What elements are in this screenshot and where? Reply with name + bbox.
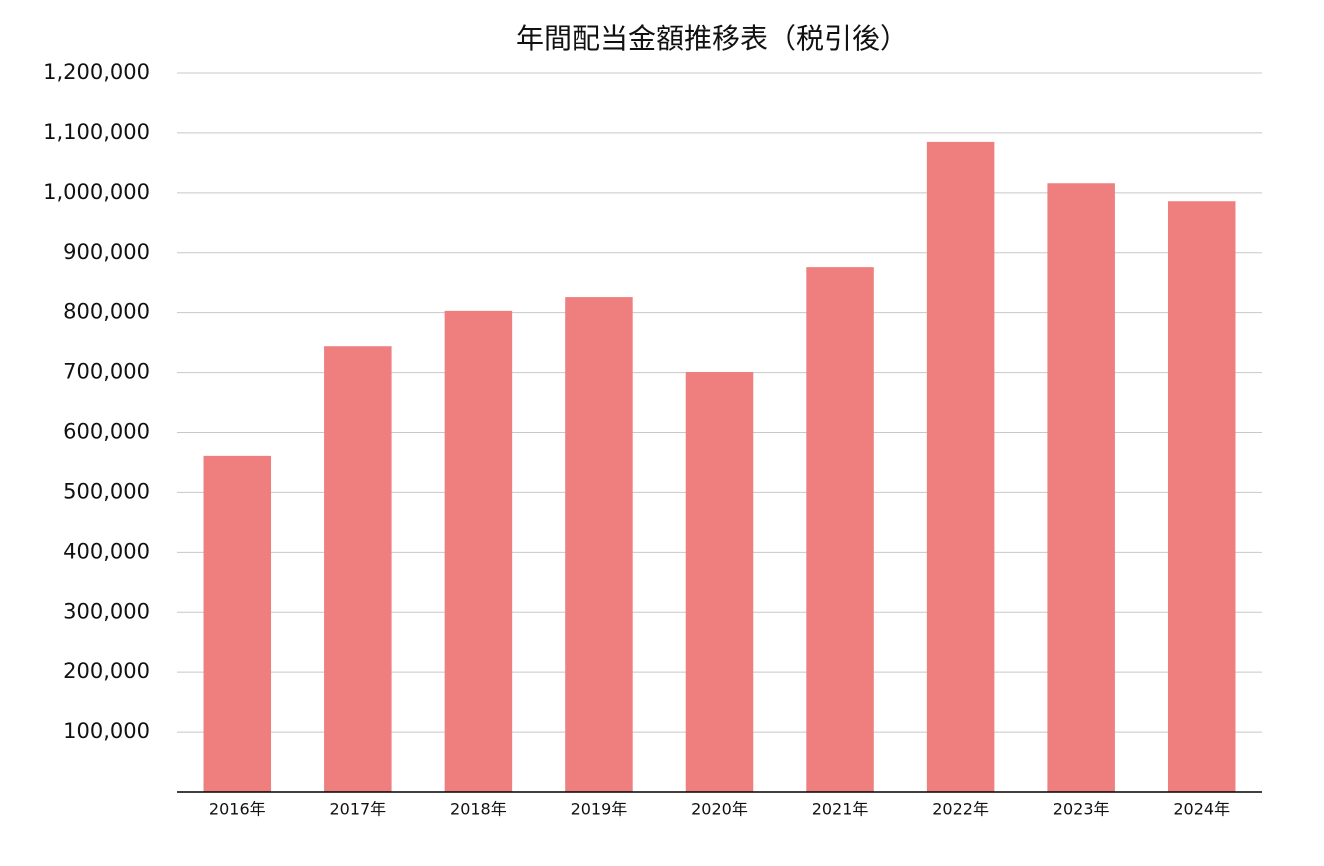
x-tick-label: 2023年 (1053, 800, 1110, 819)
x-tick-label: 2017年 (329, 800, 386, 819)
y-tick-label: 900,000 (63, 240, 150, 264)
bar (806, 267, 874, 792)
bar (324, 346, 392, 792)
bar (203, 455, 272, 792)
x-tick-label: 2020年 (691, 800, 748, 819)
y-tick-label: 500,000 (63, 479, 150, 503)
x-tick-label: 2021年 (812, 800, 869, 819)
y-tick-label: 600,000 (63, 420, 150, 444)
bar (565, 297, 633, 792)
y-tick-label: 1,200,000 (43, 60, 150, 84)
x-tick-label: 2018年 (450, 800, 507, 819)
chart-title: 年間配当金額推移表（税引後） (516, 22, 908, 55)
y-tick-label: 1,000,000 (43, 180, 150, 204)
y-tick-label: 400,000 (63, 539, 150, 563)
x-tick-label: 2022年 (932, 800, 989, 819)
bar (926, 141, 995, 792)
x-tick-label: 2016年 (209, 800, 266, 819)
bar (1047, 183, 1115, 792)
bar (1167, 201, 1236, 792)
y-tick-label: 100,000 (63, 719, 150, 743)
y-tick-label: 200,000 (63, 659, 150, 683)
y-tick-label: 700,000 (63, 360, 150, 384)
bar (685, 371, 754, 792)
y-tick-label: 800,000 (63, 300, 150, 324)
bar (444, 310, 513, 792)
x-tick-label: 2024年 (1173, 800, 1230, 819)
x-tick-label: 2019年 (571, 800, 628, 819)
y-tick-label: 300,000 (63, 599, 150, 623)
y-tick-label: 1,100,000 (43, 120, 150, 144)
